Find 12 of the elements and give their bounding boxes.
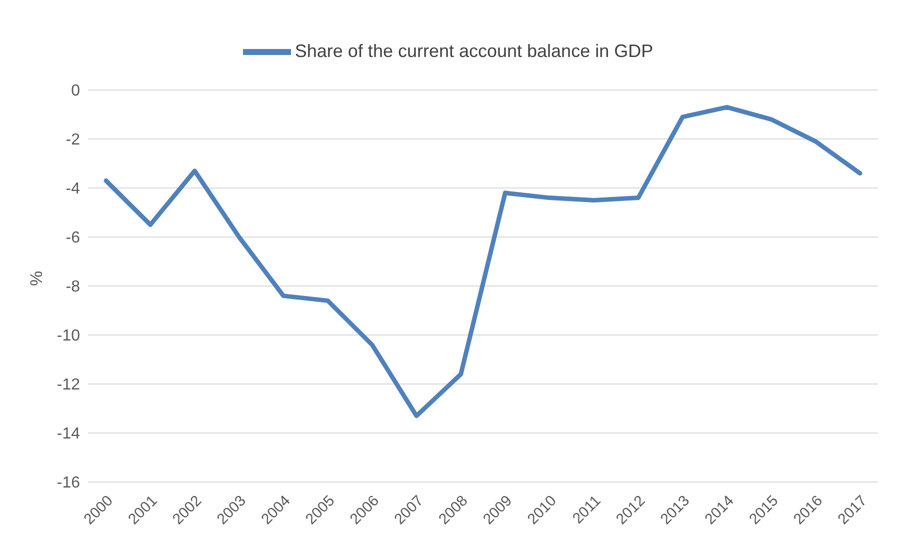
y-tick-label: -6 xyxy=(66,230,80,247)
line-series xyxy=(104,104,862,418)
y-tick-label: -14 xyxy=(56,426,80,443)
y-tick-label: -8 xyxy=(66,278,80,296)
y-axis-title: % xyxy=(27,270,46,286)
y-tick-label: -4 xyxy=(66,180,80,198)
y-tick-label: -2 xyxy=(66,132,80,149)
y-tick-label: -10 xyxy=(56,328,80,345)
y-tick-label: -16 xyxy=(56,474,80,492)
legend-label: Share of the current account balance in GDP xyxy=(294,40,654,61)
y-tick-label: 0 xyxy=(71,82,80,100)
y-tick-label: -12 xyxy=(56,376,80,394)
